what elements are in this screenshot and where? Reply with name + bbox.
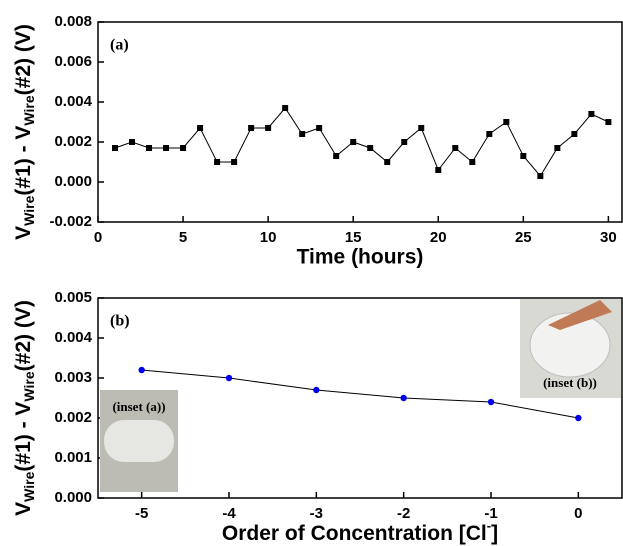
y-label-part: (#2) (V) bbox=[12, 24, 35, 95]
y-tick-label: 0.005 bbox=[54, 289, 92, 306]
y-label-part: (#1) - V bbox=[12, 402, 35, 472]
point bbox=[214, 159, 221, 165]
x-tick-label: 15 bbox=[345, 229, 362, 246]
annotation: (a) bbox=[110, 37, 129, 54]
point bbox=[225, 374, 233, 382]
x-tick-label: 10 bbox=[260, 229, 277, 246]
point bbox=[537, 173, 544, 179]
point bbox=[486, 131, 493, 137]
inset-b-label: (inset (b)) bbox=[543, 375, 597, 390]
point bbox=[605, 119, 612, 125]
point bbox=[129, 139, 136, 145]
point bbox=[112, 145, 119, 151]
point bbox=[316, 125, 323, 131]
point bbox=[367, 145, 374, 151]
y-label-part: (#1) - V bbox=[12, 126, 35, 196]
point bbox=[418, 125, 425, 131]
point bbox=[231, 159, 238, 165]
point bbox=[469, 159, 476, 165]
x-label-part: ] bbox=[491, 522, 498, 545]
x-tick-label: -5 bbox=[135, 505, 148, 522]
point bbox=[554, 145, 561, 151]
point bbox=[571, 131, 578, 137]
x-tick-label: 25 bbox=[515, 229, 532, 246]
point bbox=[400, 394, 407, 402]
y-axis-label: VWire(#1) - VWire(#2) (V) bbox=[12, 300, 37, 516]
point bbox=[575, 414, 582, 422]
y-tick-label: 0.006 bbox=[54, 53, 92, 70]
inset-a-wire bbox=[104, 420, 174, 462]
point bbox=[299, 131, 306, 137]
point bbox=[350, 139, 357, 145]
point bbox=[588, 111, 595, 117]
point bbox=[401, 139, 408, 145]
x-tick-label: -3 bbox=[310, 505, 323, 522]
y-label-part: Wire bbox=[21, 371, 37, 401]
x-axis-label: Time (hours) bbox=[297, 246, 424, 269]
point bbox=[487, 398, 495, 406]
y-label-part: (#2) (V) bbox=[12, 300, 35, 371]
y-axis-label: VWire(#1) - VWire(#2) (V) bbox=[12, 24, 37, 240]
point bbox=[146, 145, 153, 151]
y-tick-label: -0.002 bbox=[49, 213, 92, 230]
point bbox=[282, 105, 289, 111]
x-label-part: Order of Concentration [Cl bbox=[222, 522, 487, 545]
point bbox=[313, 386, 320, 394]
x-tick-label: 30 bbox=[600, 229, 617, 246]
y-tick-label: 0.000 bbox=[54, 173, 92, 190]
plot-frame bbox=[97, 297, 623, 499]
y-label-part: Wire bbox=[21, 95, 37, 125]
inset-b-cup bbox=[529, 312, 611, 378]
point bbox=[452, 145, 459, 151]
y-label-part: V bbox=[12, 226, 35, 240]
x-tick-label: -1 bbox=[484, 505, 497, 522]
point bbox=[384, 159, 391, 165]
y-label-part: Wire bbox=[21, 471, 37, 501]
y-tick-label: 0.008 bbox=[54, 13, 92, 30]
point bbox=[520, 153, 527, 159]
y-label-part: V bbox=[12, 502, 35, 516]
point bbox=[197, 125, 204, 131]
point bbox=[138, 366, 145, 374]
inset-a-label: (inset (a)) bbox=[112, 399, 165, 414]
y-tick-label: 0.001 bbox=[54, 449, 92, 466]
y-tick-label: 0.003 bbox=[54, 369, 92, 386]
y-tick-label: 0.004 bbox=[54, 93, 92, 110]
x-axis-label: Order of Concentration [Cl-] bbox=[222, 518, 498, 544]
x-tick-label: -4 bbox=[222, 505, 236, 522]
plot-frame bbox=[97, 21, 623, 223]
point bbox=[435, 167, 442, 173]
y-tick-label: 0.000 bbox=[54, 489, 92, 506]
y-tick-label: 0.002 bbox=[54, 409, 92, 426]
series-line bbox=[141, 369, 579, 419]
y-tick-label: 0.004 bbox=[54, 329, 92, 346]
x-tick-label: 0 bbox=[94, 229, 102, 246]
x-label-part: - bbox=[487, 518, 491, 533]
x-tick-label: 0 bbox=[574, 505, 582, 522]
point bbox=[248, 125, 255, 131]
point bbox=[503, 119, 510, 125]
y-tick-label: 0.002 bbox=[54, 133, 92, 150]
point bbox=[180, 145, 187, 151]
y-label-part: Wire bbox=[21, 195, 37, 225]
point bbox=[333, 153, 340, 159]
series-line bbox=[114, 107, 609, 177]
inset-b-clip bbox=[548, 300, 612, 330]
point bbox=[163, 145, 170, 151]
x-tick-label: -2 bbox=[397, 505, 410, 522]
x-tick-label: 5 bbox=[179, 229, 187, 246]
annotation: (b) bbox=[110, 313, 130, 330]
x-tick-label: 20 bbox=[430, 229, 447, 246]
point bbox=[265, 125, 272, 131]
